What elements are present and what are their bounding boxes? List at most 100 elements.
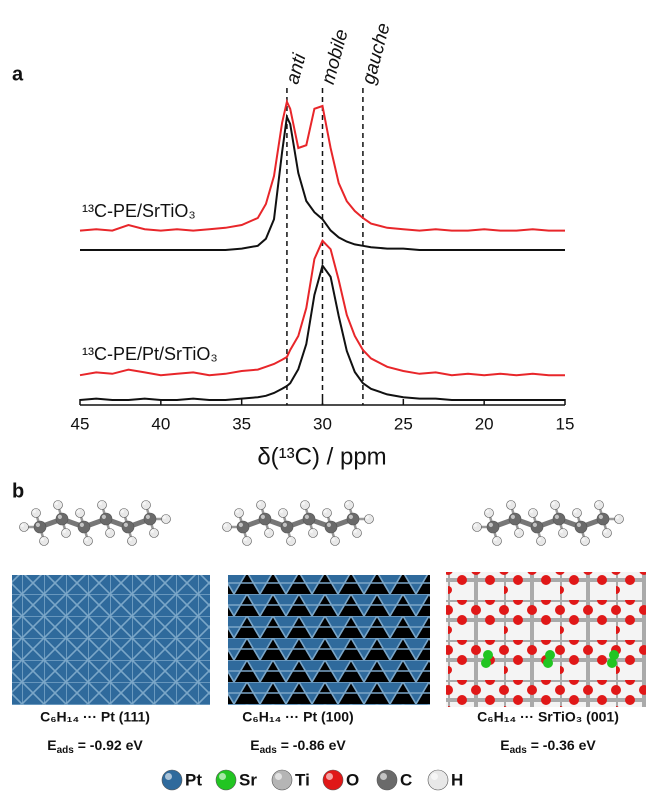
- atom-highlight: [219, 773, 226, 780]
- atom: [364, 514, 374, 524]
- atom-highlight: [559, 529, 563, 533]
- atom-highlight: [76, 509, 81, 513]
- atom-highlight: [150, 529, 154, 533]
- atom-highlight: [20, 523, 24, 527]
- x-axis-title: δ(¹³C) / ppm: [257, 443, 386, 470]
- atom-highlight: [365, 515, 369, 519]
- energy: Eads = -0.92 eV: [47, 737, 143, 756]
- atom-highlight: [551, 501, 555, 505]
- energy-part: = -0.92 eV: [74, 737, 144, 753]
- atom: [352, 528, 362, 538]
- atom-highlight: [120, 509, 125, 513]
- atom-highlight: [279, 509, 283, 513]
- atom: [97, 500, 107, 510]
- reference-label: gauche: [358, 21, 394, 87]
- atom: [242, 536, 252, 546]
- atom-highlight: [309, 529, 313, 533]
- atom: [256, 500, 266, 510]
- energy-part: ads: [260, 745, 278, 756]
- legend-label: Sr: [239, 770, 257, 789]
- atom: [105, 528, 115, 538]
- energy-part: = -0.36 eV: [527, 737, 597, 753]
- x-tick-label: 35: [232, 414, 251, 433]
- legend-label: O: [346, 770, 359, 789]
- atom: [19, 522, 29, 532]
- atom: [484, 508, 494, 518]
- atom: [508, 512, 522, 526]
- atom-highlight: [532, 522, 538, 528]
- atom: [302, 512, 316, 526]
- atom: [530, 520, 544, 534]
- atom: [528, 508, 538, 518]
- atom: [330, 536, 340, 546]
- atom-highlight: [515, 529, 519, 533]
- atom: [99, 512, 113, 526]
- reference-label: mobile: [318, 27, 353, 87]
- atom-highlight: [84, 537, 89, 541]
- srtio3-slab: [446, 572, 646, 707]
- atom: [271, 769, 293, 791]
- atom: [77, 520, 91, 534]
- atom: [344, 500, 354, 510]
- atom-highlight: [331, 537, 335, 541]
- atom-highlight: [223, 523, 227, 527]
- energy-part: = -0.86 eV: [277, 737, 347, 753]
- atom: [75, 508, 85, 518]
- atom: [33, 520, 47, 534]
- x-tick-label: 20: [475, 414, 494, 433]
- atom: [596, 512, 610, 526]
- pt111-slab: [12, 575, 210, 705]
- pt100-slab: [228, 575, 430, 705]
- atom-highlight: [485, 509, 489, 513]
- energy-part: E: [250, 737, 259, 753]
- atom-highlight: [326, 522, 331, 528]
- atom-highlight: [260, 514, 265, 520]
- panel-label: a: [12, 63, 24, 85]
- atom: [149, 528, 159, 538]
- atom-highlight: [35, 522, 41, 528]
- atom-highlight: [235, 509, 239, 513]
- spectrum-trace: [79, 239, 565, 377]
- atom-highlight: [573, 509, 577, 513]
- atom: [286, 536, 296, 546]
- atom: [39, 536, 49, 546]
- spectrum-trace: [79, 98, 565, 232]
- atom: [427, 769, 449, 791]
- atom-highlight: [507, 501, 511, 505]
- x-tick-label: 45: [71, 414, 90, 433]
- atom: [580, 536, 590, 546]
- atom-highlight: [243, 537, 247, 541]
- sample-label: ¹³C-PE/Pt/SrTiO₃: [82, 344, 218, 364]
- atom-highlight: [537, 537, 541, 541]
- sample-label: ¹³C-PE/SrTiO₃: [82, 201, 196, 221]
- x-tick-label: 15: [556, 414, 575, 433]
- atom-highlight: [57, 514, 63, 520]
- atom-highlight: [62, 529, 66, 533]
- atom: [514, 528, 524, 538]
- caption: C₆H₁₄ ··· Pt (111): [40, 709, 150, 725]
- atom: [492, 536, 502, 546]
- atom: [31, 508, 41, 518]
- atom: [574, 520, 588, 534]
- atom: [161, 769, 183, 791]
- atom-highlight: [603, 529, 607, 533]
- caption: C₆H₁₄ ··· Pt (100): [242, 709, 353, 725]
- atom-highlight: [615, 515, 619, 519]
- atom-highlight: [257, 501, 261, 505]
- atom: [143, 512, 157, 526]
- atom-highlight: [301, 501, 305, 505]
- atom: [308, 528, 318, 538]
- atom: [222, 522, 232, 532]
- atom-highlight: [128, 537, 132, 541]
- atom: [234, 508, 244, 518]
- legend-label: C: [400, 770, 412, 789]
- atom-highlight: [348, 514, 353, 520]
- atom: [376, 769, 398, 791]
- atom: [472, 522, 482, 532]
- atom: [324, 520, 338, 534]
- molecule: [222, 500, 374, 546]
- atom-highlight: [529, 509, 533, 513]
- atom: [506, 500, 516, 510]
